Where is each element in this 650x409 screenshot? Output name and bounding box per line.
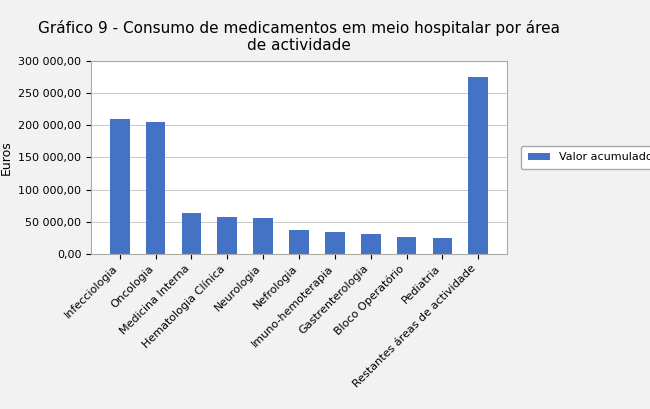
Bar — [361, 234, 380, 254]
Legend: Valor acumulado: Valor acumulado — [521, 146, 650, 169]
Bar — [146, 122, 166, 254]
Bar — [218, 217, 237, 254]
Bar — [110, 119, 129, 254]
Bar — [181, 213, 202, 254]
Bar — [469, 77, 488, 254]
Bar — [325, 232, 344, 254]
Bar — [289, 230, 309, 254]
Bar — [396, 237, 417, 254]
Bar — [254, 218, 273, 254]
Title: Gráfico 9 - Consumo de medicamentos em meio hospitalar por área
de actividade: Gráfico 9 - Consumo de medicamentos em m… — [38, 20, 560, 53]
Bar — [432, 238, 452, 254]
Y-axis label: Euros: Euros — [0, 140, 12, 175]
